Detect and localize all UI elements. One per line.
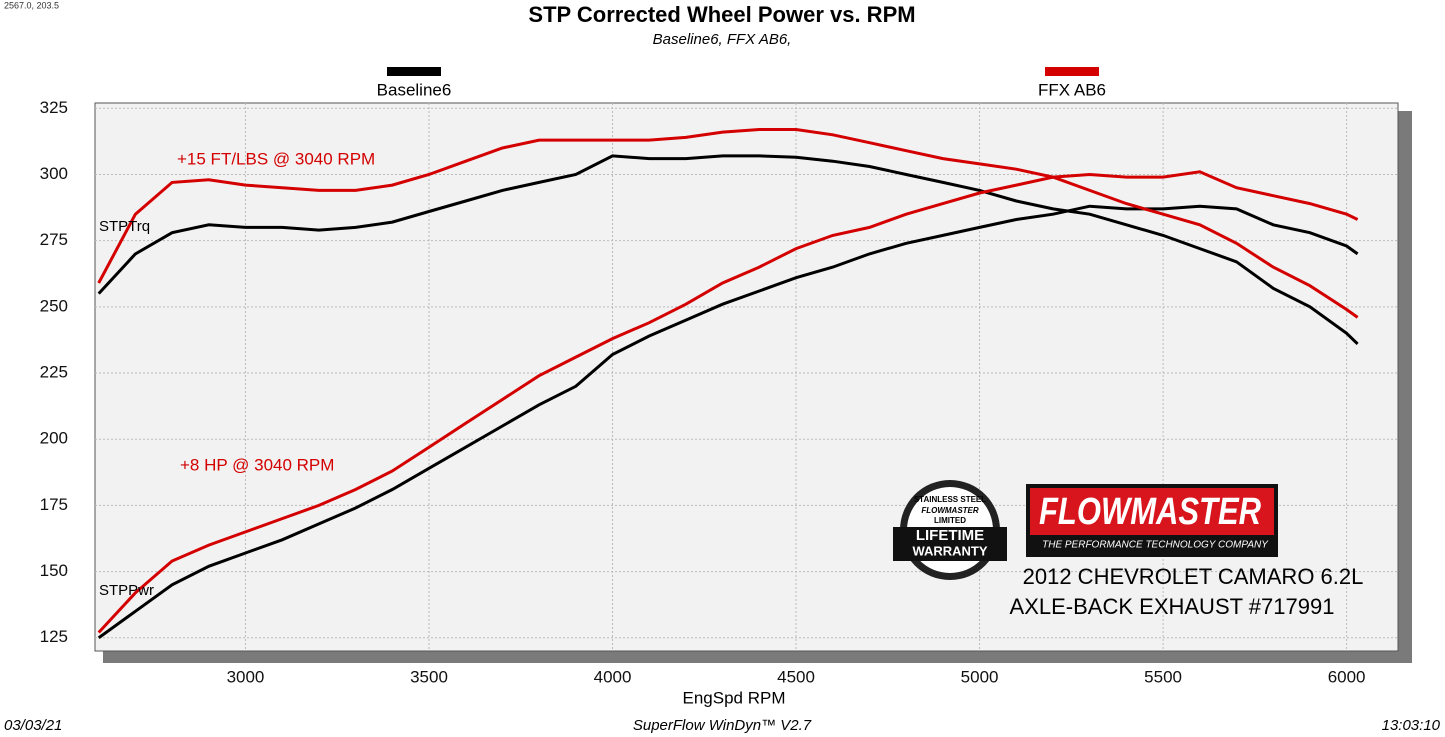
data-line — [97, 170, 1359, 634]
brand-logo: FLOWMASTER THE PERFORMANCE TECHNOLOGY CO… — [1026, 484, 1278, 557]
y-tick-label: 225 — [40, 363, 68, 382]
annotation: +8 HP @ 3040 RPM — [180, 455, 334, 474]
y-tick-label: 275 — [40, 230, 68, 249]
legend-label: FFX AB6 — [1038, 80, 1106, 99]
x-tick-label: 4500 — [777, 667, 815, 686]
logo-red — [1030, 488, 1274, 535]
curve-label: STPPwr — [99, 582, 154, 599]
chart-subtitle: Baseline6, FFX AB6, — [653, 31, 792, 48]
badge-limited: LIMITED — [934, 516, 966, 525]
logo-name: FLOWMASTER — [1039, 491, 1261, 533]
data-line — [97, 204, 1359, 640]
x-tick-label: 3500 — [410, 667, 448, 686]
footer-software: SuperFlow WinDyn™ V2.7 — [633, 717, 812, 734]
warranty-badge: STAINLESS STEEL FLOWMASTER LIMITED LIFET… — [893, 480, 1007, 580]
x-tick-label: 6000 — [1328, 667, 1366, 686]
legend-label: Baseline6 — [377, 80, 452, 99]
data-line — [97, 128, 1359, 319]
y-tick-label: 150 — [40, 561, 68, 580]
y-tick-label: 200 — [40, 429, 68, 448]
badge-brand: FLOWMASTER — [921, 506, 979, 515]
x-tick-label: 4000 — [594, 667, 632, 686]
logo-tagline: THE PERFORMANCE TECHNOLOGY COMPANY — [1042, 540, 1269, 551]
plot-area — [94, 102, 1399, 652]
x-tick-label: 3000 — [227, 667, 265, 686]
y-tick-label: 325 — [40, 98, 68, 117]
y-tick-label: 125 — [40, 627, 68, 646]
vehicle-line: AXLE-BACK EXHAUST #717991 — [1010, 594, 1335, 619]
badge-band — [893, 527, 1007, 561]
x-tick-label: 5500 — [1144, 667, 1182, 686]
corner-text: 2567.0, 203.5 — [4, 0, 59, 10]
legend-swatch — [1045, 67, 1099, 76]
curve-label: STPTrq — [99, 218, 150, 235]
chart-title: STP Corrected Wheel Power vs. RPM — [528, 2, 915, 27]
x-axis-label: EngSpd RPM — [683, 688, 786, 707]
x-tick-label: 5000 — [961, 667, 999, 686]
y-tick-label: 250 — [40, 296, 68, 315]
legend-swatch — [387, 67, 441, 76]
vehicle-line: 2012 CHEVROLET CAMARO 6.2L — [1023, 564, 1364, 589]
annotation: +15 FT/LBS @ 3040 RPM — [177, 149, 375, 168]
badge-top: STAINLESS STEEL — [914, 495, 986, 504]
y-tick-label: 300 — [40, 164, 68, 183]
badge-line1: LIFETIME — [916, 527, 984, 544]
footer-date: 03/03/21 — [4, 717, 62, 734]
footer-time: 13:03:10 — [1382, 717, 1441, 734]
y-tick-label: 175 — [40, 495, 68, 514]
data-line — [97, 154, 1359, 345]
badge-line2: WARRANTY — [912, 543, 987, 558]
